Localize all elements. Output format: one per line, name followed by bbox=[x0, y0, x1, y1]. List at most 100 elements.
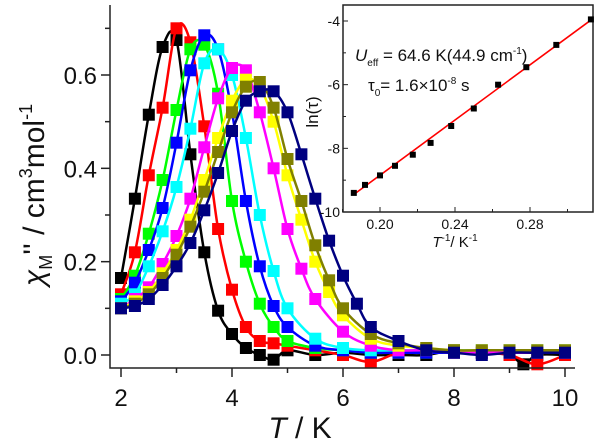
data-point bbox=[226, 283, 238, 296]
data-point bbox=[337, 302, 349, 315]
data-point bbox=[309, 192, 322, 205]
y-tick-label: 0.2 bbox=[64, 250, 97, 277]
inset-data-point bbox=[470, 105, 477, 112]
y-tick-label: 0.4 bbox=[64, 156, 97, 183]
inset-y-ticks: -4 -6 -8 -10 bbox=[320, 13, 348, 220]
inset-data-point bbox=[350, 189, 357, 196]
x-tick-label: 10 bbox=[552, 385, 579, 412]
data-point bbox=[142, 293, 155, 305]
main-x-ticks: 2 4 6 8 10 bbox=[114, 368, 578, 412]
data-point bbox=[350, 297, 363, 310]
main-series-group bbox=[115, 22, 571, 371]
inset-x-tick-label: 0.24 bbox=[441, 216, 468, 232]
data-point bbox=[267, 162, 280, 175]
data-point bbox=[239, 94, 252, 107]
data-point bbox=[184, 237, 197, 249]
data-point bbox=[295, 148, 308, 161]
data-point bbox=[323, 274, 336, 287]
data-point bbox=[198, 246, 211, 259]
data-point bbox=[281, 223, 294, 235]
data-point bbox=[281, 153, 294, 165]
data-point bbox=[281, 106, 294, 119]
data-point bbox=[267, 337, 280, 350]
data-point bbox=[267, 353, 280, 366]
x-tick-label: 6 bbox=[336, 385, 349, 412]
inset-data-point bbox=[553, 41, 560, 48]
data-point bbox=[198, 29, 211, 42]
data-point bbox=[253, 85, 266, 98]
inset-points-group bbox=[350, 16, 594, 196]
data-point bbox=[475, 349, 488, 361]
data-point bbox=[295, 262, 308, 275]
data-point bbox=[226, 195, 238, 207]
data-point bbox=[267, 321, 280, 333]
series-9 bbox=[115, 85, 571, 361]
inset-x-tick-label: 0.28 bbox=[516, 216, 543, 232]
data-point bbox=[253, 209, 266, 221]
data-point bbox=[115, 302, 127, 315]
data-point bbox=[156, 225, 169, 238]
inset-data-point bbox=[523, 64, 530, 71]
data-point bbox=[128, 276, 141, 289]
y-tick-label: 0.6 bbox=[64, 63, 97, 90]
data-point bbox=[295, 213, 308, 226]
data-point bbox=[212, 92, 225, 105]
data-point bbox=[156, 101, 169, 114]
data-point bbox=[239, 80, 252, 93]
inset-data-point bbox=[409, 151, 416, 158]
data-point bbox=[239, 195, 252, 207]
data-point bbox=[212, 304, 225, 317]
data-point bbox=[239, 342, 252, 354]
data-point bbox=[309, 255, 322, 268]
inset-x-axis-label: T-1/ K-1 bbox=[432, 233, 478, 251]
data-point bbox=[170, 181, 183, 193]
data-point bbox=[184, 192, 197, 205]
inset-y-tick-label: -8 bbox=[328, 140, 341, 156]
inset-y-tick-label: -6 bbox=[328, 77, 341, 93]
data-point bbox=[559, 346, 571, 359]
data-point bbox=[184, 220, 197, 233]
data-point bbox=[253, 76, 266, 88]
data-point bbox=[212, 223, 225, 235]
data-point bbox=[156, 41, 169, 53]
data-point bbox=[128, 246, 141, 259]
inset-data-point bbox=[495, 81, 502, 88]
inset-x-ticks: 0.20 0.24 0.28 bbox=[342, 207, 568, 232]
data-point bbox=[170, 260, 183, 273]
data-point bbox=[142, 227, 155, 240]
data-point bbox=[364, 356, 377, 368]
data-point bbox=[281, 302, 294, 315]
data-point bbox=[239, 321, 252, 333]
data-point bbox=[115, 272, 127, 284]
data-point bbox=[198, 141, 211, 154]
data-point bbox=[323, 234, 336, 247]
inset-y-tick-label: -10 bbox=[320, 204, 340, 220]
data-point bbox=[142, 169, 155, 182]
inset-x-tick-label: 0.20 bbox=[366, 216, 393, 232]
data-point bbox=[392, 335, 405, 347]
data-point bbox=[198, 204, 211, 217]
data-point bbox=[309, 293, 322, 305]
main-y-ticks: 0.0 0.2 0.4 0.6 bbox=[64, 27, 110, 370]
inset-data-point bbox=[362, 181, 368, 188]
data-point bbox=[364, 321, 377, 333]
inset-data-point bbox=[587, 16, 594, 23]
data-point bbox=[281, 321, 294, 333]
data-point bbox=[212, 146, 225, 158]
data-point bbox=[267, 265, 280, 277]
data-point bbox=[337, 269, 349, 282]
inset-plot: 0.20 0.24 0.28 -4 -6 -8 -10 T-1/ K-1 ln(τ) Ue… bbox=[303, 4, 594, 251]
data-point bbox=[267, 300, 280, 312]
main-y-axis-label: χM'' / cm3mol-1 bbox=[16, 104, 56, 289]
data-point bbox=[142, 244, 155, 256]
inset-data-point bbox=[448, 123, 455, 129]
data-point bbox=[128, 300, 141, 312]
data-point bbox=[253, 260, 266, 273]
data-point bbox=[267, 85, 280, 98]
data-point bbox=[156, 279, 169, 291]
data-point bbox=[253, 335, 266, 347]
data-point bbox=[170, 104, 183, 116]
x-tick-label: 8 bbox=[447, 385, 460, 412]
data-point bbox=[198, 57, 211, 70]
